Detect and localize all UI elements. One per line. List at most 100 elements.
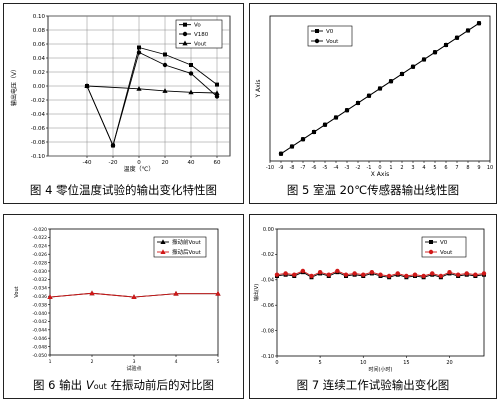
legend-marker <box>315 29 319 33</box>
caption-fig6-tail: 在振动前后的对比图 <box>110 378 214 392</box>
data-point <box>447 269 452 275</box>
data-point <box>163 52 167 57</box>
data-point <box>395 271 400 276</box>
data-point <box>344 108 350 113</box>
data-point <box>410 64 416 69</box>
caption-fig6: 图 6 输出 Vout 在振动前后的对比图 <box>4 377 243 393</box>
y-tick-label: -0.048 <box>32 344 47 350</box>
caption-fig6-var: V <box>85 378 94 392</box>
y-tick-label: -0.06 <box>261 303 274 309</box>
x-tick-label: 1 <box>49 359 52 365</box>
data-point <box>300 268 306 274</box>
legend-label: V0 <box>440 240 448 246</box>
x-tick-label: 1 <box>389 165 392 171</box>
series-line <box>86 85 218 94</box>
x-tick-label: 5 <box>217 359 220 365</box>
y-axis-label: 输出电压（V） <box>10 66 18 106</box>
series-1 <box>84 50 220 148</box>
x-tick-label: -6 <box>312 165 317 171</box>
data-point <box>215 290 221 296</box>
x-tick-label: 7 <box>455 165 458 171</box>
data-point <box>412 272 418 277</box>
legend: V0 Vout <box>421 236 467 258</box>
chart-fig7: 0 5 10 15 20 0.00 -0.02 -0.04 -0.06 -0.08 -0.10 时间(… <box>253 227 487 373</box>
x-tick-label: 10 <box>487 165 493 171</box>
y-tick-label: -0.034 <box>32 286 47 292</box>
plot-area: -40 -20 0 20 40 60 0.10 0.08 0.06 0.04 0.02 0.00 -0.… <box>10 14 231 173</box>
y-tick-label: -0.02 <box>31 98 45 104</box>
data-point <box>455 272 461 277</box>
chart-fig4: -40 -20 0 20 40 60 0.10 0.08 0.06 0.04 0.02 0.00 -0.… <box>10 14 231 173</box>
data-point <box>352 271 357 276</box>
y-tick-label: -0.046 <box>32 336 47 342</box>
x-tick-label: -9 <box>279 165 284 171</box>
data-point <box>162 62 168 68</box>
caption-fig6-sub: out <box>93 382 107 391</box>
x-axis-label: 温度（℃） <box>124 165 155 173</box>
plot-frame <box>276 228 485 357</box>
data-point <box>421 57 427 62</box>
data-point <box>214 94 220 99</box>
legend: V0 Vout <box>307 25 353 47</box>
data-point <box>361 272 366 277</box>
x-tick-label: 15 <box>403 360 409 366</box>
y-tick-label: -0.022 <box>32 235 47 241</box>
chart-panel-fig4: -40 -20 0 20 40 60 0.10 0.08 0.06 0.04 0.02 0.00 -0.… <box>3 3 244 204</box>
data-point <box>481 271 487 276</box>
y-tick-label: -0.10 <box>261 354 274 360</box>
data-point <box>317 269 323 275</box>
data-point <box>136 86 142 91</box>
y-tick-label: -0.08 <box>261 328 274 334</box>
caption-fig6-head: 图 6 输出 <box>33 378 83 392</box>
data-point <box>173 290 179 296</box>
x-tick-label: 3 <box>133 359 136 365</box>
y-tick-label: 0.00 <box>33 84 46 90</box>
data-point <box>343 272 349 277</box>
x-tick-label: 5 <box>433 165 436 171</box>
data-point <box>473 272 478 277</box>
legend-marker <box>314 38 320 44</box>
data-point <box>214 90 220 95</box>
y-tick-label: -0.050 <box>32 353 47 359</box>
legend-label: 振动前Vout <box>172 238 202 246</box>
y-tick-label: -0.032 <box>32 277 47 283</box>
y-tick-label: -0.020 <box>32 227 47 233</box>
data-point <box>131 294 137 300</box>
x-tick-label: -40 <box>83 160 92 166</box>
y-tick-label: -0.10 <box>31 154 46 160</box>
legend-marker <box>428 249 434 255</box>
data-point <box>454 35 460 40</box>
y-tick-label: 0.04 <box>33 56 46 62</box>
x-tick-label: 20 <box>446 360 452 366</box>
chart-fig6: 1 2 3 4 5 -0.020 -0.022 -0.024 -0.026 -0.028 -0.03… <box>14 227 221 372</box>
data-point <box>300 137 306 142</box>
x-tick-label: 20 <box>162 160 169 166</box>
chart-panel-fig5: -10 -9 -8 -7 -6 -5 -4 -3 -2 -1 0 1 2 3 4 5 6 7 8 9 10 X Axis Y… <box>249 3 497 204</box>
y-tick-label: -0.04 <box>261 278 274 284</box>
data-point <box>377 86 383 91</box>
y-axis-label: 输出(V) <box>253 284 260 301</box>
x-tick-label: 10 <box>360 360 366 366</box>
data-point <box>322 122 328 127</box>
y-tick-label: 0.10 <box>33 14 46 20</box>
data-point <box>404 273 409 279</box>
x-tick-label: 0 <box>137 160 141 166</box>
data-point <box>421 273 426 279</box>
legend-label: V180 <box>194 32 209 38</box>
y-axis-label: Vout <box>14 286 20 297</box>
y-tick-label: -0.04 <box>31 112 46 118</box>
y-tick-label: 0.00 <box>263 227 274 233</box>
data-point <box>283 271 288 276</box>
y-tick-label: -0.08 <box>31 140 46 146</box>
legend-label: V0 <box>326 29 334 35</box>
series-0 <box>85 45 219 148</box>
legend-label: Vout <box>194 41 207 47</box>
x-tick-label: -4 <box>334 165 339 171</box>
legend-marker <box>160 249 166 254</box>
y-tick-label: -0.026 <box>32 252 47 258</box>
x-tick-label: -3 <box>345 165 350 171</box>
series-1 <box>47 290 221 300</box>
legend: 振动前Vout 振动后Vout <box>153 236 207 258</box>
x-tick-label: 5 <box>319 360 322 366</box>
data-point <box>47 294 53 300</box>
